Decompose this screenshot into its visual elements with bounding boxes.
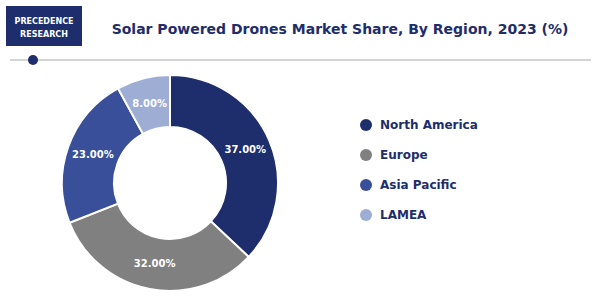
donut — [62, 75, 278, 291]
legend-swatch — [360, 119, 372, 131]
legend-swatch — [360, 209, 372, 221]
annotation: PRECEDENCE — [15, 17, 74, 26]
legend-item: LAMEA — [360, 208, 427, 222]
separator — [10, 60, 591, 61]
legend-label: Europe — [380, 148, 428, 162]
slice — [170, 75, 278, 257]
legend-item: Europe — [360, 148, 428, 162]
separator-bullet — [28, 55, 38, 65]
legend-item: North America — [360, 118, 478, 132]
data-labels: 37.00% 32.00% 23.00% 8.00% — [72, 98, 266, 269]
data-label: 32.00% — [134, 258, 176, 269]
legend-label: North America — [380, 118, 478, 132]
legend-swatch — [360, 179, 372, 191]
slice — [70, 204, 249, 291]
logo-box — [6, 6, 82, 46]
legend: North America Europe Asia Pacific LAMEA — [360, 118, 478, 222]
logo: PRECEDENCE RESEARCH — [6, 6, 82, 46]
legend-item: Asia Pacific — [360, 178, 457, 192]
data-label: 8.00% — [132, 98, 167, 109]
legend-label: LAMEA — [380, 208, 427, 222]
legend-swatch — [360, 149, 372, 161]
slice — [118, 75, 170, 134]
data-label: 37.00% — [224, 144, 266, 155]
data-label: 23.00% — [72, 149, 114, 160]
legend-label: Asia Pacific — [380, 178, 457, 192]
title: Solar Powered Drones Market Share, By Re… — [112, 21, 569, 37]
chart-root: PRECEDENCE RESEARCH Solar Powered Drones M… — [0, 0, 601, 300]
annotation: RESEARCH — [20, 30, 68, 39]
